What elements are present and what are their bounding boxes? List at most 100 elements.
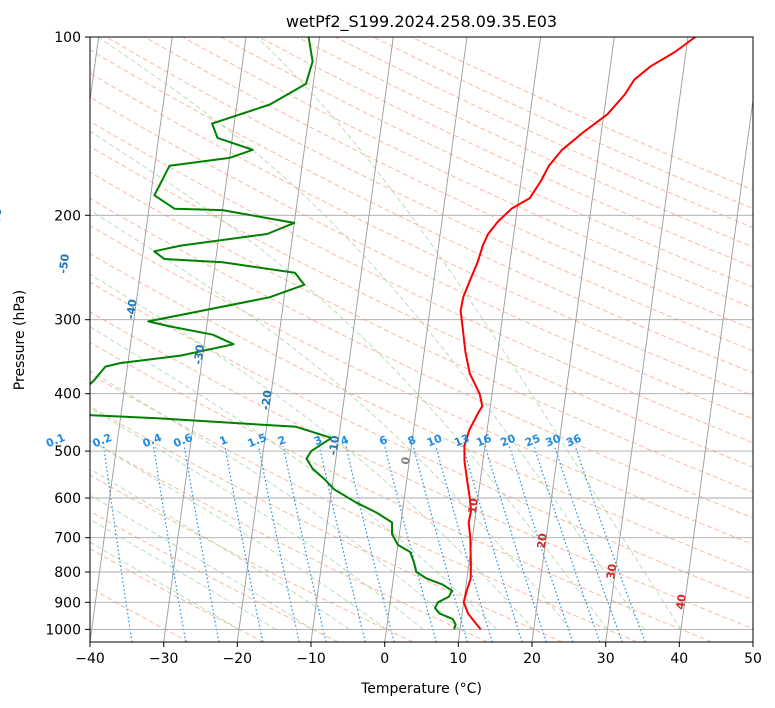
x-tick-label: 0 <box>380 651 389 667</box>
mixing-ratio-line <box>484 445 547 642</box>
mixing-ratio-label: 8 <box>406 433 418 448</box>
isotherm-label: -60 <box>0 207 5 229</box>
moist-adiabat-line <box>90 494 313 630</box>
mixing-ratio-label: 36 <box>564 432 583 450</box>
x-tick-label: −10 <box>296 651 326 667</box>
mixing-ratio-label: 13 <box>452 432 471 450</box>
plot-frame <box>89 36 754 643</box>
mixing-ratio-label: 30 <box>544 432 563 450</box>
mixing-ratio-line <box>282 445 327 642</box>
moist-adiabat-line <box>90 541 240 630</box>
x-tick-label: 30 <box>597 651 615 667</box>
background-lines <box>90 37 753 642</box>
y-tick-label: 700 <box>54 531 81 547</box>
isotherm-label: -40 <box>124 298 140 320</box>
mixing-ratio-line <box>224 445 264 642</box>
y-tick-label: 500 <box>54 444 81 460</box>
dewpoint-profile-line <box>90 37 457 630</box>
isotherm-label: -10 <box>326 434 342 456</box>
mixing-ratio-line <box>318 445 366 642</box>
dry-adiabat-line <box>144 37 753 330</box>
mixing-ratio-line <box>152 445 187 642</box>
isotherm-label: -20 <box>259 389 275 411</box>
y-tick-label: 800 <box>54 565 81 581</box>
dry-adiabat-line <box>90 439 488 642</box>
isotherm-line <box>678 96 753 642</box>
moist-adiabat-line <box>90 209 571 630</box>
mixing-ratio-line <box>553 445 623 642</box>
chart-title: wetPf2_S199.2024.258.09.35.E03 <box>286 12 557 32</box>
isotherm-label: -30 <box>191 343 207 365</box>
mixing-ratio-line <box>508 445 574 642</box>
mixing-ratio-label: 3 <box>312 433 324 448</box>
dry-adiabat-line <box>90 548 264 642</box>
moist-adiabat-line <box>97 37 645 630</box>
temperature-profile-line <box>459 37 696 631</box>
isotherm-line <box>531 37 615 642</box>
dry-adiabat-line <box>90 225 753 546</box>
isotherm-line <box>384 37 468 642</box>
gridlines <box>90 37 753 642</box>
mixing-ratio-label: 10 <box>425 432 444 450</box>
y-tick-label: 900 <box>54 595 81 611</box>
series-layer <box>90 37 696 631</box>
y-tick-label: 600 <box>54 491 81 507</box>
isotherm-line <box>236 37 321 642</box>
moist-adiabat-line <box>90 130 608 630</box>
mixing-ratio-line <box>462 445 523 642</box>
y-axis-title: Pressure (hPa) <box>12 290 28 390</box>
dry-adiabat-line <box>220 37 753 288</box>
mixing-ratio-label: 2 <box>276 433 288 448</box>
moist-adiabat-line <box>90 273 535 630</box>
mixing-ratio-label: 25 <box>523 432 542 450</box>
mixing-ratio-line <box>384 445 437 642</box>
warm-isotherm-label: 0 <box>399 456 413 466</box>
x-axis-title: Temperature (°C) <box>360 681 482 697</box>
warm-isotherm-label: 30 <box>604 563 619 580</box>
y-tick-label: 1000 <box>45 622 81 638</box>
x-tick-label: 20 <box>523 651 541 667</box>
x-tick-label: −20 <box>223 651 253 667</box>
dry-adiabat-line <box>90 253 753 573</box>
dry-adiabat-line <box>90 281 753 601</box>
mixing-ratio-label: 20 <box>498 432 517 450</box>
warm-isotherm-label: 40 <box>674 593 689 610</box>
mixing-ratio-line <box>533 445 601 642</box>
mixing-ratio-line <box>103 445 133 642</box>
dry-adiabat-line <box>182 37 753 309</box>
x-tick-label: 50 <box>744 651 762 667</box>
x-tick-label: 40 <box>670 651 688 667</box>
dry-adiabat-line <box>90 373 638 642</box>
dry-adiabat-line <box>90 49 753 374</box>
x-tick-label: −30 <box>149 651 179 667</box>
warm-isotherm-label: 20 <box>535 532 550 549</box>
warm-isotherm-label: 10 <box>466 497 481 514</box>
y-tick-label: 200 <box>54 208 81 224</box>
moist-adiabat-line <box>90 407 424 630</box>
y-tick-label: 300 <box>54 313 81 329</box>
x-tick-label: 10 <box>449 651 467 667</box>
mixing-ratio-label: 1 <box>218 433 230 448</box>
y-tick-label: 100 <box>54 30 81 46</box>
dry-adiabat-line <box>90 405 563 642</box>
isotherm-label: -50 <box>56 253 72 275</box>
isotherm-line <box>457 37 542 642</box>
mixing-ratio-line <box>257 445 300 642</box>
isotherm-line <box>90 37 173 642</box>
x-tick-label: −40 <box>75 651 105 667</box>
dry-adiabat-line <box>90 72 753 397</box>
dry-adiabat-line <box>90 197 753 519</box>
axes: −40 −30 −20 −10 0 10 20 30 40 5010020030040050060… <box>45 30 762 667</box>
moist-adiabat-line <box>90 518 277 630</box>
moist-adiabat-line <box>256 37 682 630</box>
dry-adiabat-line <box>90 311 753 630</box>
isotherm-line <box>605 37 689 642</box>
dry-adiabat-line <box>106 37 753 352</box>
mixing-ratio-label: 16 <box>474 432 493 450</box>
mixing-ratio-line <box>412 445 469 642</box>
moist-adiabat-line <box>90 468 350 630</box>
isotherm-line <box>163 37 247 642</box>
mixing-ratio-line <box>574 445 646 642</box>
